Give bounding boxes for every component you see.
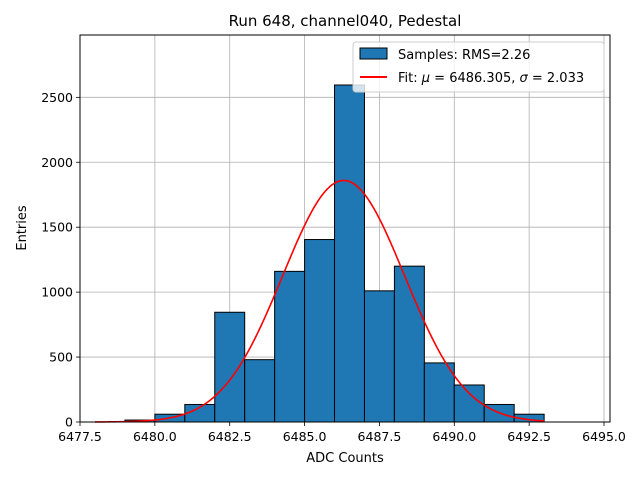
histogram-bar <box>214 311 246 423</box>
y-tick-label: 2500 <box>41 90 73 105</box>
legend-fit-sigma-value: = 2.033 <box>528 71 584 86</box>
legend-histogram-label: Samples: RMS=2.26 <box>398 48 530 63</box>
fit-curve-group <box>94 179 545 423</box>
y-tick-label: 2000 <box>41 155 73 170</box>
x-tick-label: 6492.5 <box>507 429 551 444</box>
legend-fit-mu-value: = 6486.305, <box>430 71 519 86</box>
histogram-bars <box>124 84 545 423</box>
legend-fit-sigma-symbol: σ <box>520 71 529 86</box>
histogram-bar <box>244 359 276 423</box>
histogram-bar <box>423 362 455 423</box>
histogram-bar <box>334 84 365 423</box>
y-tick-label: 1000 <box>41 285 73 300</box>
axes-frame <box>79 34 611 423</box>
legend-box <box>352 41 605 93</box>
x-tick-label: 6477.5 <box>58 429 102 444</box>
x-tick-label: 6482.5 <box>208 429 252 444</box>
x-axis-ticks: 6477.5 6480.0 6482.5 6485.0 6487.5 6490.0 6492… <box>58 422 626 444</box>
y-tick-label: 1500 <box>41 220 73 235</box>
y-tick-label: 500 <box>49 350 73 365</box>
histogram-bar <box>393 265 425 423</box>
x-axis-label: ADC Counts <box>306 451 384 466</box>
histogram-bar <box>274 270 306 423</box>
legend-fit-mu-symbol: μ <box>421 71 430 86</box>
legend-fit-prefix: Fit: <box>398 71 422 86</box>
y-axis-ticks: 0 500 1000 1500 2000 2500 <box>41 90 80 430</box>
legend-histogram-swatch <box>359 47 388 60</box>
y-tick-label: 0 <box>65 415 73 430</box>
histogram-bar <box>363 290 395 423</box>
x-tick-label: 6480.0 <box>133 429 177 444</box>
x-tick-label: 6487.5 <box>358 429 402 444</box>
legend-fit-label: Fit: μ = 6486.305, σ = 2.033 <box>398 71 584 86</box>
x-tick-label: 6490.0 <box>432 429 476 444</box>
fit-curve <box>94 179 545 423</box>
y-axis-label: Entries <box>15 205 30 251</box>
x-tick-label: 6485.0 <box>283 429 327 444</box>
histogram-bar <box>453 384 485 423</box>
legend: Samples: RMS=2.26 Fit: μ = 6486.305, σ =… <box>352 41 605 93</box>
chart-title: Run 648, channel040, Pedestal <box>229 12 462 30</box>
histogram-bar <box>304 239 336 423</box>
x-tick-label: 6495.0 <box>582 429 626 444</box>
